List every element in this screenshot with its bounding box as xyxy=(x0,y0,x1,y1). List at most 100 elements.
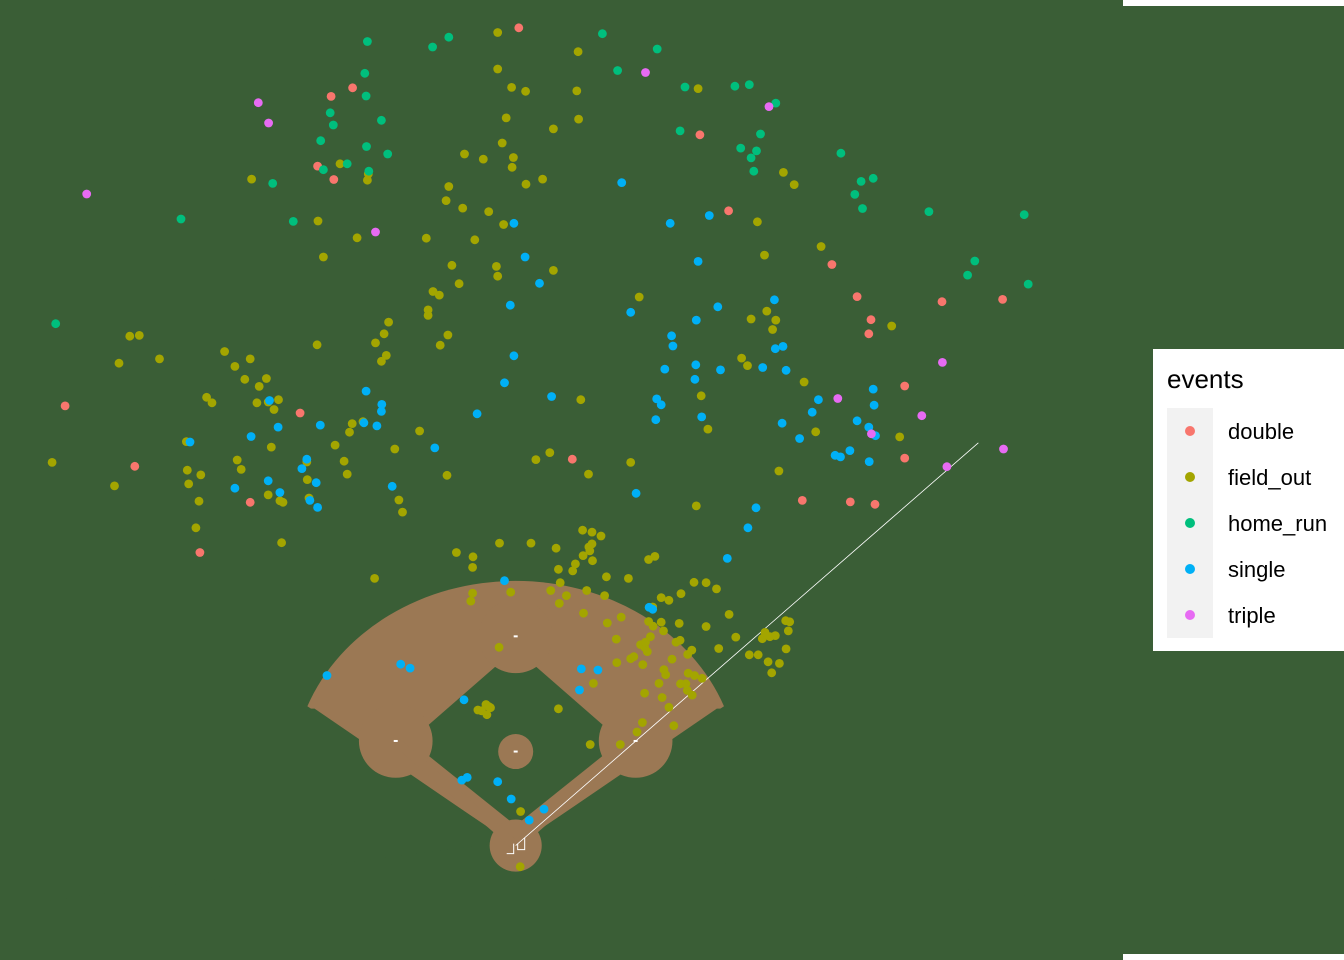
field-out-point xyxy=(263,490,273,500)
field-out-point xyxy=(240,374,250,384)
home-run-point xyxy=(963,270,972,280)
legend-label: single xyxy=(1228,557,1285,582)
single-point xyxy=(593,665,603,675)
field-out-point xyxy=(779,168,788,177)
series-double xyxy=(60,23,1007,557)
legend-label: field_out xyxy=(1228,465,1311,490)
single-point xyxy=(814,395,823,405)
double-point xyxy=(348,83,357,93)
single-point xyxy=(387,481,397,491)
home-run-point xyxy=(428,42,437,52)
home-run-point xyxy=(746,153,756,163)
field-out-point xyxy=(452,548,461,557)
field-out-point xyxy=(731,632,741,642)
double-point xyxy=(695,130,705,140)
legend-key-dot xyxy=(1185,426,1195,436)
field-out-point xyxy=(783,626,793,636)
single-point xyxy=(302,454,312,464)
legend-item-double: double xyxy=(1167,408,1294,454)
field-out-point xyxy=(785,617,795,627)
single-point xyxy=(691,315,701,325)
field-out-point xyxy=(466,596,476,606)
field-out-point xyxy=(664,702,674,712)
field-out-point xyxy=(667,654,677,664)
field-out-point xyxy=(381,351,391,360)
field-out-point xyxy=(562,591,571,600)
field-out-point xyxy=(588,556,597,566)
field-out-point xyxy=(669,721,679,731)
foul-grass-left xyxy=(44,708,509,902)
field-out-point xyxy=(760,628,770,637)
double-point xyxy=(245,497,255,507)
single-point xyxy=(781,365,791,375)
field-out-point xyxy=(390,444,400,454)
batters-box-left xyxy=(506,843,515,855)
double-point xyxy=(567,454,577,464)
home-run-point xyxy=(858,204,867,213)
field-out-point xyxy=(582,586,592,595)
home-run-point xyxy=(652,44,662,54)
double-point xyxy=(845,497,855,507)
single-point xyxy=(322,671,332,680)
field-out-point xyxy=(572,86,582,96)
triple-point xyxy=(641,68,650,77)
field-out-point xyxy=(573,47,583,57)
double-point xyxy=(195,548,205,557)
home-run-point xyxy=(288,217,298,226)
field-out-point xyxy=(687,690,697,700)
double-point xyxy=(900,453,910,463)
single-point xyxy=(845,446,855,455)
field-out-point xyxy=(760,250,769,260)
single-point xyxy=(576,664,586,674)
legend-label: home_run xyxy=(1228,511,1327,536)
field-out-point xyxy=(415,426,424,436)
legend-key-dot xyxy=(1185,518,1195,528)
field-out-point xyxy=(114,358,124,368)
home-run-point xyxy=(850,190,860,199)
home-run-point xyxy=(383,149,393,159)
field-out-point xyxy=(521,179,531,189)
field-out-point xyxy=(746,314,756,324)
single-point xyxy=(405,663,415,673)
field-out-point xyxy=(703,424,713,434)
triple-point xyxy=(264,118,273,128)
home-run-point xyxy=(970,256,980,266)
home-run-point xyxy=(364,166,374,176)
field-out-point xyxy=(484,207,494,217)
field-out-point xyxy=(269,405,279,414)
field-out-point xyxy=(497,138,507,148)
single-point xyxy=(396,659,406,669)
single-point xyxy=(472,409,482,419)
field-out-point xyxy=(470,235,480,245)
field-out-point xyxy=(753,217,762,227)
single-point xyxy=(665,218,675,228)
field-out-point xyxy=(262,374,271,383)
field-out-point xyxy=(712,584,721,594)
home-run-point xyxy=(319,165,328,175)
field-out-point xyxy=(478,154,488,164)
home-run-point xyxy=(836,148,846,158)
field-out-point xyxy=(444,182,454,191)
field-out-point xyxy=(191,523,201,533)
field-out-point xyxy=(737,353,746,363)
field-out-point xyxy=(379,329,389,339)
single-point xyxy=(704,211,714,220)
field-out-point xyxy=(342,469,352,479)
field-out-point xyxy=(423,311,433,320)
single-point xyxy=(265,396,274,405)
field-out-point xyxy=(230,362,240,371)
field-out-point xyxy=(676,589,686,598)
single-point xyxy=(660,364,670,374)
field-out-point xyxy=(624,574,633,583)
field-out-point xyxy=(435,340,445,350)
field-out-point xyxy=(602,572,611,582)
field-out-point xyxy=(659,626,668,636)
field-out-point xyxy=(516,807,525,816)
field-out-point xyxy=(767,668,777,678)
field-out-point xyxy=(568,566,578,576)
single-point xyxy=(807,407,817,417)
field-out-point xyxy=(714,644,724,653)
first-base xyxy=(633,739,638,742)
triple-point xyxy=(938,358,947,367)
